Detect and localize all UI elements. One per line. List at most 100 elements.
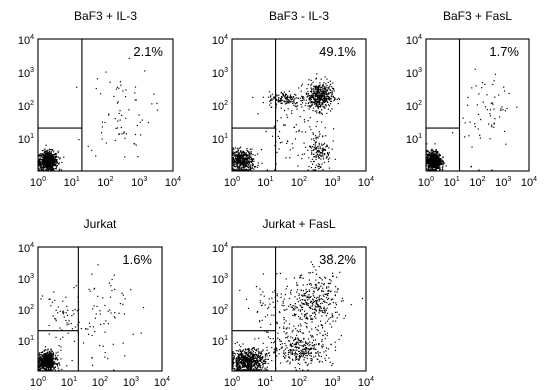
data-point (481, 87, 483, 89)
data-point (310, 98, 313, 101)
data-point (141, 119, 143, 121)
data-point (435, 163, 438, 165)
data-point (297, 339, 299, 341)
data-point (275, 103, 277, 105)
data-point (313, 308, 316, 310)
data-point (235, 353, 237, 355)
data-point (442, 156, 444, 158)
data-point (299, 363, 301, 365)
data-point (48, 363, 51, 365)
data-point (242, 363, 244, 365)
data-point (430, 159, 433, 162)
data-point (315, 103, 317, 105)
data-point (261, 357, 263, 360)
data-point (239, 365, 241, 368)
y-tick-label-base: 10 (406, 68, 418, 80)
data-point (320, 94, 322, 97)
data-point (326, 92, 328, 95)
data-point (42, 365, 44, 367)
data-point (245, 356, 247, 358)
data-point (237, 147, 239, 149)
data-point (299, 277, 301, 279)
data-point (243, 369, 245, 371)
data-point (40, 359, 42, 362)
data-point (58, 345, 60, 347)
data-point (431, 152, 433, 154)
data-point (233, 148, 235, 150)
data-point (232, 161, 235, 163)
data-point (285, 355, 287, 357)
data-point (114, 317, 116, 319)
data-point (325, 96, 327, 98)
data-point (125, 133, 127, 135)
data-point (239, 161, 241, 163)
data-point (257, 359, 259, 361)
data-point (295, 131, 297, 133)
data-point (260, 357, 262, 359)
data-point (318, 296, 320, 298)
data-point (287, 140, 289, 143)
data-point (302, 290, 304, 292)
data-point (315, 352, 317, 354)
data-point (308, 348, 310, 350)
data-point (308, 294, 310, 296)
data-point (340, 334, 342, 337)
data-point (49, 366, 51, 368)
data-point (156, 102, 158, 105)
data-point (316, 302, 318, 305)
data-point (47, 154, 49, 156)
data-point (46, 369, 48, 371)
data-point (311, 347, 313, 349)
data-point (245, 156, 247, 158)
data-point (116, 86, 118, 88)
data-point (300, 305, 302, 307)
data-point (310, 100, 313, 103)
data-point (278, 101, 280, 103)
data-point (52, 368, 55, 370)
data-point (51, 159, 54, 161)
data-point (52, 156, 54, 158)
data-point (248, 355, 251, 358)
data-point (50, 165, 52, 168)
data-point (310, 282, 312, 285)
data-point (309, 98, 311, 100)
data-point (234, 151, 236, 153)
data-point (52, 362, 55, 364)
data-point (434, 164, 437, 166)
data-point (325, 90, 327, 92)
data-point (311, 308, 314, 310)
data-point (292, 353, 294, 355)
data-point (307, 338, 310, 340)
data-point (279, 100, 281, 102)
data-point (331, 148, 333, 150)
data-point (315, 148, 317, 151)
data-point (53, 164, 56, 166)
data-point (51, 153, 53, 156)
data-point (321, 96, 323, 98)
data-point (48, 157, 50, 159)
data-point (242, 159, 244, 161)
data-point (253, 364, 256, 366)
data-point (44, 360, 46, 362)
x-tick-label-base: 10 (64, 177, 76, 189)
data-point (442, 168, 444, 170)
data-point (237, 359, 239, 361)
data-point (320, 355, 322, 358)
data-point (234, 169, 237, 171)
data-point (328, 357, 330, 359)
y-tick-label: 101 (18, 335, 34, 348)
data-point (428, 166, 430, 168)
data-point (238, 151, 240, 153)
data-point (49, 364, 51, 366)
data-point (234, 368, 236, 370)
data-point (287, 100, 289, 102)
data-point (48, 356, 51, 358)
y-tick-label-base: 10 (212, 35, 224, 47)
data-point (50, 357, 52, 360)
data-point (45, 353, 47, 355)
data-point (56, 363, 58, 365)
data-point (240, 353, 242, 356)
data-point (48, 351, 50, 353)
data-point (331, 93, 333, 95)
data-point (244, 359, 246, 361)
